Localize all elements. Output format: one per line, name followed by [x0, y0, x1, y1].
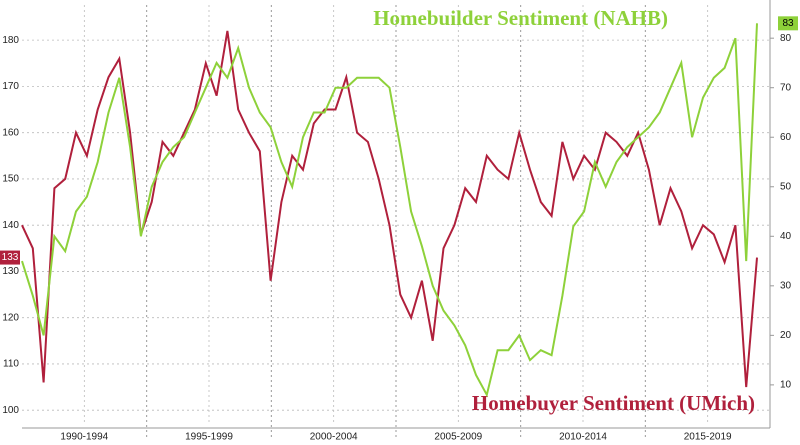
last-value-label: 83 — [782, 18, 794, 29]
y2-tick-label: 40 — [780, 231, 792, 242]
y2-tick-label: 80 — [780, 33, 792, 44]
y-tick-label: 100 — [2, 405, 19, 416]
y2-tick-label: 10 — [780, 380, 792, 391]
last-value-box — [778, 16, 798, 31]
y2-tick-label: 60 — [780, 132, 792, 143]
x-tick-label: 2010-2014 — [559, 432, 607, 443]
y2-tick-label: 30 — [780, 280, 792, 291]
last-value-label: 133 — [2, 252, 19, 263]
y2-tick-label: 50 — [780, 181, 792, 192]
x-tick-label: 2000-2004 — [310, 432, 358, 443]
x-tick-label: 1995-1999 — [185, 432, 233, 443]
x-tick-label: 2015-2019 — [684, 432, 732, 443]
y-tick-label: 150 — [2, 174, 19, 185]
y-tick-label: 180 — [2, 35, 19, 46]
y-tick-label: 110 — [3, 359, 19, 370]
legend-label: Homebuyer Sentiment (UMich) — [472, 391, 755, 415]
legend-label: Homebuilder Sentiment (NAHB) — [373, 6, 668, 30]
y2-tick-label: 20 — [780, 330, 792, 341]
y2-tick-label: 70 — [780, 82, 792, 93]
y-tick-label: 140 — [2, 220, 19, 231]
y-tick-label: 160 — [2, 127, 19, 138]
y-tick-label: 130 — [2, 266, 19, 277]
y-tick-label: 120 — [2, 312, 19, 323]
last-value-box — [0, 250, 20, 265]
x-tick-label: 1990-1994 — [60, 432, 108, 443]
x-tick-label: 2005-2009 — [434, 432, 482, 443]
series-line — [21, 23, 758, 398]
y-tick-label: 170 — [2, 81, 19, 92]
